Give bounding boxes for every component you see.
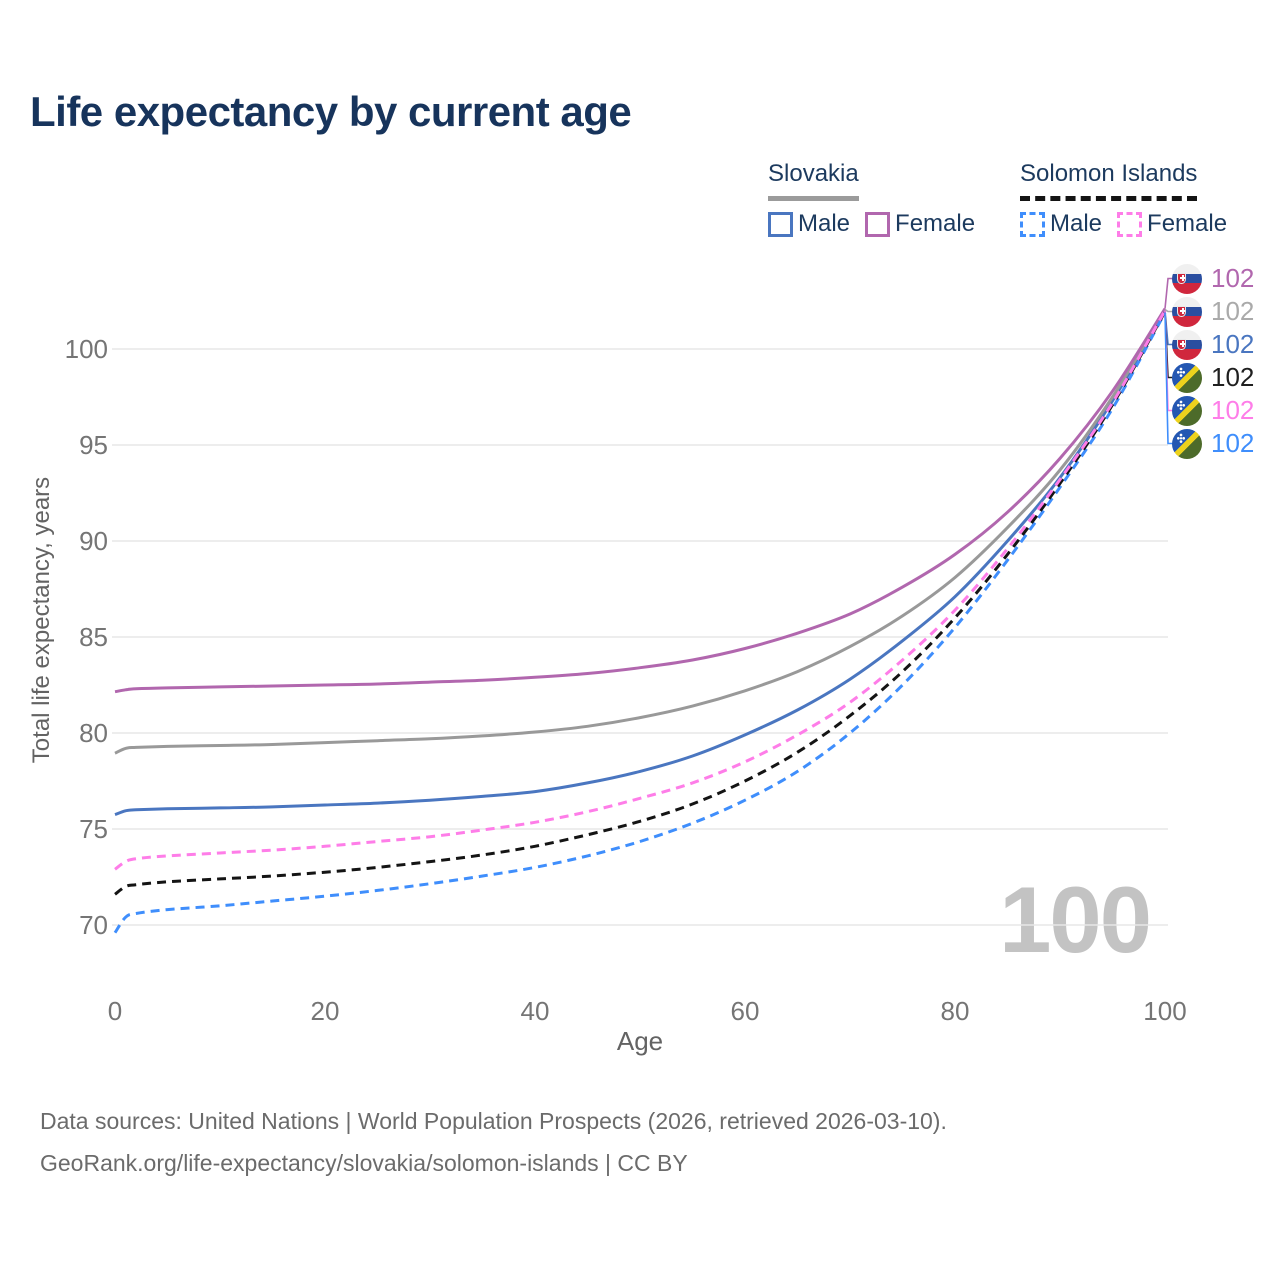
legend-item-solomon-female[interactable]: Female (1117, 210, 1227, 238)
solomon-male-swatch-icon (1020, 211, 1045, 237)
attribution-line[interactable]: GeoRank.org/life-expectancy/slovakia/sol… (40, 1150, 688, 1176)
slovakia-flag-icon (1172, 329, 1202, 360)
end-label-solomon-female: 102 (1172, 394, 1254, 427)
slovakia-flag-icon (1172, 296, 1202, 327)
legend-item-slovakia-male[interactable]: Male (768, 210, 850, 238)
y-tick-label: 95 (79, 430, 108, 460)
legend-label-solomon-female: Female (1147, 210, 1228, 237)
x-tick-label: 100 (1143, 996, 1187, 1026)
legend-header-solomon-islands: Solomon Islands (1020, 160, 1198, 201)
slovakia-male-swatch-icon (768, 211, 793, 237)
end-value: 102 (1211, 362, 1255, 392)
legend-group-solomon-islands: Solomon Islands Male Female (1020, 160, 1227, 238)
legend-item-solomon-male[interactable]: Male (1020, 210, 1102, 238)
end-value: 102 (1211, 329, 1255, 359)
x-tick-label: 80 (940, 996, 970, 1026)
series-line-solomon-islands-overall (114, 310, 1167, 896)
y-tick-label: 70 (79, 910, 108, 940)
solomon-female-swatch-icon (1117, 211, 1143, 237)
end-value: 102 (1211, 263, 1255, 293)
end-label-slovakia-female: 102 (1172, 262, 1254, 295)
slovakia-flag-icon (1172, 263, 1202, 294)
y-tick-label: 85 (79, 622, 108, 652)
age-watermark: 100 (999, 867, 1152, 972)
x-tick-label: 60 (730, 996, 760, 1026)
x-axis-title: Age (616, 1026, 664, 1056)
end-label-solomon-overall: 102 (1172, 361, 1254, 394)
series-end-labels: 102 102 102 102 102 102 (1172, 262, 1254, 460)
data-sources-line: Data sources: United Nations | World Pop… (40, 1108, 947, 1134)
chart-title: Life expectancy by current age (30, 88, 632, 135)
legend-label-slovakia-male: Male (798, 210, 851, 237)
legend-item-slovakia-female[interactable]: Female (865, 210, 975, 238)
series-line-solomon-islands-female (114, 309, 1167, 871)
legend-label-slovakia-female: Female (895, 210, 976, 237)
end-value: 102 (1211, 395, 1255, 425)
series-line-slovakia-overall (114, 308, 1167, 755)
series-line-slovakia-male (114, 309, 1167, 817)
legend-group-slovakia: Slovakia Male Female (768, 160, 975, 238)
series-line-solomon-islands-male (113, 311, 1167, 934)
y-tick-label: 75 (79, 814, 108, 844)
legend-label-solomon-male: Male (1050, 210, 1103, 237)
end-value: 102 (1211, 296, 1255, 326)
x-tick-label: 40 (520, 996, 550, 1026)
end-label-slovakia-male: 102 (1172, 328, 1254, 361)
series-line-slovakia-female (114, 307, 1167, 694)
end-label-solomon-male: 102 (1172, 427, 1254, 460)
y-tick-label: 90 (79, 526, 108, 556)
legend-header-slovakia: Slovakia (768, 160, 859, 201)
y-tick-label: 80 (79, 718, 108, 748)
x-tick-label: 20 (310, 996, 340, 1026)
y-tick-label: 100 (64, 334, 108, 364)
slovakia-female-swatch-icon (865, 211, 891, 237)
solomon-islands-flag-icon (1172, 362, 1202, 393)
solomon-islands-flag-icon (1172, 395, 1202, 426)
x-tick-label: 0 (107, 996, 123, 1026)
solomon-islands-flag-icon (1172, 428, 1202, 459)
end-value: 102 (1211, 428, 1255, 458)
end-label-slovakia-overall: 102 (1172, 295, 1254, 328)
